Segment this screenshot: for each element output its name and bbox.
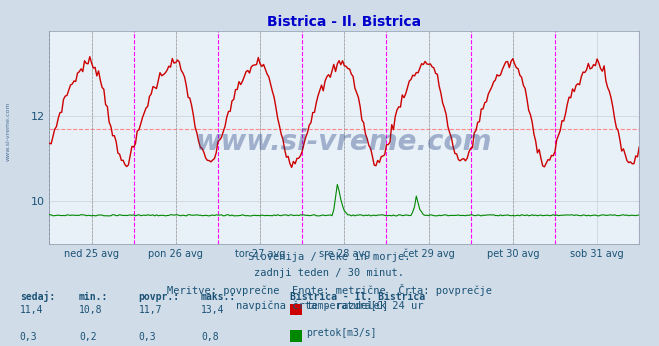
Text: 13,4: 13,4 (201, 305, 225, 315)
Text: Bistrica - Il. Bistrica: Bistrica - Il. Bistrica (290, 292, 425, 302)
Text: maks.:: maks.: (201, 292, 236, 302)
Title: Bistrica - Il. Bistrica: Bistrica - Il. Bistrica (268, 15, 421, 29)
Text: 10,8: 10,8 (79, 305, 103, 315)
Text: www.si-vreme.com: www.si-vreme.com (5, 102, 11, 161)
Text: sedaj:: sedaj: (20, 291, 55, 302)
Text: Meritve: povprečne  Enote: metrične  Črta: povprečje: Meritve: povprečne Enote: metrične Črta:… (167, 284, 492, 297)
Text: min.:: min.: (79, 292, 109, 302)
Text: pretok[m3/s]: pretok[m3/s] (306, 328, 377, 338)
Text: 0,3: 0,3 (138, 332, 156, 342)
Text: 0,8: 0,8 (201, 332, 219, 342)
Text: 11,7: 11,7 (138, 305, 162, 315)
Text: www.si-vreme.com: www.si-vreme.com (196, 128, 492, 156)
Text: navpična črta - razdelek 24 ur: navpična črta - razdelek 24 ur (236, 301, 423, 311)
Text: povpr.:: povpr.: (138, 292, 179, 302)
Text: Slovenija / reke in morje.: Slovenija / reke in morje. (248, 252, 411, 262)
Text: zadnji teden / 30 minut.: zadnji teden / 30 minut. (254, 268, 405, 278)
Text: 0,2: 0,2 (79, 332, 97, 342)
Text: 11,4: 11,4 (20, 305, 43, 315)
Text: 0,3: 0,3 (20, 332, 38, 342)
Text: temperatura[C]: temperatura[C] (306, 301, 389, 311)
